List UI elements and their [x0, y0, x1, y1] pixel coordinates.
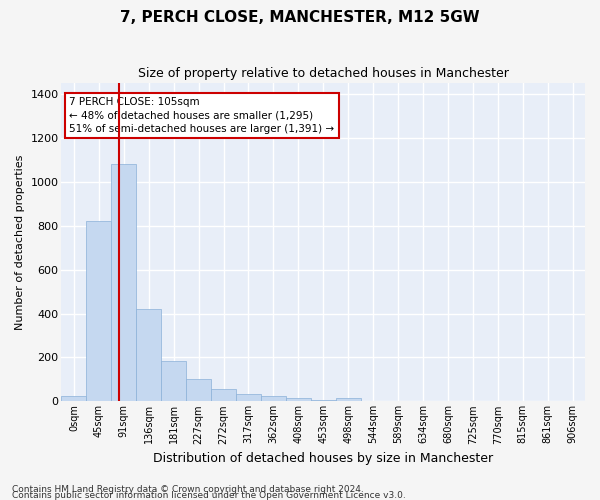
- Text: 7 PERCH CLOSE: 105sqm
← 48% of detached houses are smaller (1,295)
51% of semi-d: 7 PERCH CLOSE: 105sqm ← 48% of detached …: [70, 98, 334, 134]
- Bar: [286, 398, 311, 402]
- Bar: [261, 396, 286, 402]
- Text: Contains public sector information licensed under the Open Government Licence v3: Contains public sector information licen…: [12, 490, 406, 500]
- Bar: [186, 380, 211, 402]
- Text: 7, PERCH CLOSE, MANCHESTER, M12 5GW: 7, PERCH CLOSE, MANCHESTER, M12 5GW: [120, 10, 480, 25]
- Text: Contains HM Land Registry data © Crown copyright and database right 2024.: Contains HM Land Registry data © Crown c…: [12, 484, 364, 494]
- Bar: [311, 400, 335, 402]
- Bar: [161, 361, 186, 402]
- Bar: [61, 396, 86, 402]
- X-axis label: Distribution of detached houses by size in Manchester: Distribution of detached houses by size …: [153, 452, 493, 465]
- Bar: [136, 309, 161, 402]
- Bar: [211, 390, 236, 402]
- Title: Size of property relative to detached houses in Manchester: Size of property relative to detached ho…: [138, 68, 509, 80]
- Bar: [335, 398, 361, 402]
- Bar: [86, 222, 112, 402]
- Bar: [112, 164, 136, 402]
- Bar: [236, 394, 261, 402]
- Y-axis label: Number of detached properties: Number of detached properties: [15, 154, 25, 330]
